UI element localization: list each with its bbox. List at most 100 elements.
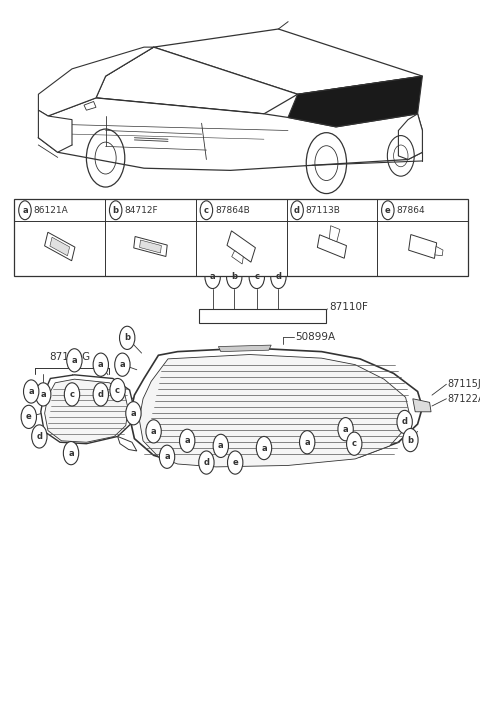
Text: d: d [276,273,281,281]
Circle shape [36,383,51,406]
Text: c: c [115,386,120,394]
Text: 87110G: 87110G [49,352,90,362]
Text: a: a [98,360,104,369]
Text: a: a [210,273,216,281]
Circle shape [200,201,213,220]
FancyBboxPatch shape [14,199,468,276]
Text: d: d [204,458,209,467]
Text: a: a [40,390,46,399]
Polygon shape [45,379,128,442]
Circle shape [21,405,36,428]
Polygon shape [84,102,96,110]
Circle shape [213,434,228,457]
Circle shape [199,451,214,474]
Circle shape [338,418,353,441]
Circle shape [180,429,195,452]
Text: c: c [254,273,259,281]
Circle shape [67,349,82,372]
Text: 87115J: 87115J [447,379,480,389]
Circle shape [115,353,130,376]
Circle shape [227,265,242,289]
Text: 87110F: 87110F [329,302,368,312]
Circle shape [205,265,220,289]
Text: b: b [408,436,413,444]
Circle shape [291,201,303,220]
Circle shape [110,378,125,402]
Text: 87864B: 87864B [215,206,250,215]
Text: a: a [343,425,348,434]
Text: 50899A: 50899A [295,332,336,342]
Text: c: c [352,439,357,448]
Text: d: d [402,418,408,426]
Text: e: e [232,458,238,467]
Polygon shape [232,251,243,264]
Text: 86121A: 86121A [34,206,68,215]
Text: a: a [164,452,170,461]
Polygon shape [329,225,340,241]
Text: a: a [131,409,136,418]
Circle shape [146,420,161,443]
Circle shape [64,383,80,406]
Polygon shape [140,240,161,253]
Text: a: a [304,438,310,447]
Text: a: a [28,387,34,396]
Polygon shape [38,98,422,170]
Circle shape [24,380,39,403]
Circle shape [382,201,394,220]
Text: a: a [218,442,224,450]
Text: c: c [204,206,209,215]
Circle shape [271,265,286,289]
Text: b: b [231,273,237,281]
Polygon shape [435,247,443,256]
Polygon shape [38,110,72,152]
Text: 84712F: 84712F [124,206,158,215]
FancyBboxPatch shape [199,309,326,323]
Circle shape [403,428,418,452]
Polygon shape [50,237,70,256]
Polygon shape [317,235,347,258]
Polygon shape [38,47,154,116]
Polygon shape [227,231,255,262]
Text: e: e [385,206,391,215]
Text: e: e [26,413,32,421]
Text: d: d [36,432,42,441]
Circle shape [256,436,272,460]
Circle shape [126,402,141,425]
Circle shape [32,425,47,448]
Polygon shape [41,375,133,444]
Polygon shape [154,29,422,94]
Polygon shape [96,47,298,114]
Text: 87864: 87864 [396,206,425,215]
Circle shape [120,326,135,349]
Polygon shape [408,235,437,258]
Polygon shape [139,355,409,467]
Circle shape [300,431,315,454]
Polygon shape [398,114,422,160]
Polygon shape [288,76,422,127]
Text: a: a [120,360,125,369]
Circle shape [19,201,31,220]
Circle shape [93,383,108,406]
Text: d: d [294,206,300,215]
Polygon shape [45,232,75,261]
Text: a: a [261,444,267,452]
Text: a: a [184,436,190,445]
Circle shape [109,201,122,220]
Text: 87113B: 87113B [306,206,341,215]
Circle shape [93,353,108,376]
Text: a: a [68,449,74,457]
Circle shape [159,445,175,468]
Polygon shape [413,399,431,412]
Circle shape [228,451,243,474]
Text: b: b [113,206,119,215]
Text: a: a [151,427,156,436]
Polygon shape [118,436,137,451]
Circle shape [63,442,79,465]
Polygon shape [130,348,422,465]
Text: c: c [70,390,74,399]
Text: d: d [98,390,104,399]
Text: a: a [72,356,77,365]
Text: b: b [124,334,130,342]
Circle shape [249,265,264,289]
Circle shape [397,410,412,434]
